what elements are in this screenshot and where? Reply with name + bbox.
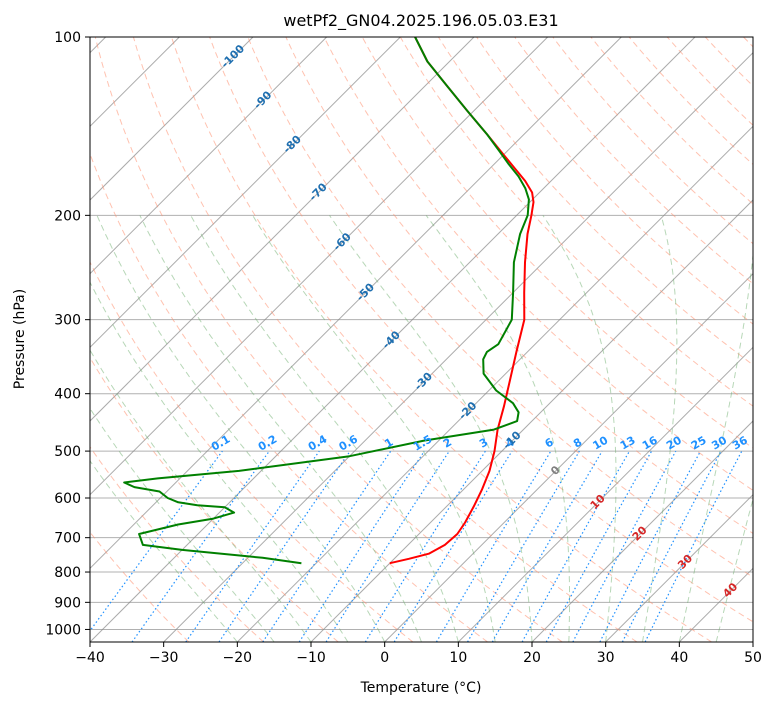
y-tick-label: 800: [54, 565, 81, 581]
x-tick-label: −30: [149, 650, 179, 666]
y-tick-label: 400: [54, 387, 81, 403]
mixing-ratio-line: [298, 450, 425, 642]
y-axis: 100 200 300 400 500 600 700 800 900 1000: [45, 30, 90, 638]
dry-adiabat: [90, 260, 414, 642]
y-tick-label: 600: [54, 491, 81, 507]
isotherm-line: [90, 37, 622, 570]
isotherm-line: [236, 125, 753, 642]
isotherm-line: [163, 51, 753, 642]
moist-adiabat: [678, 250, 753, 642]
y-tick-label: 200: [54, 208, 81, 224]
isotherm-line: [90, 37, 549, 496]
dry-adiabat: [171, 37, 712, 642]
dry-adiabat: [476, 37, 753, 325]
dry-adiabat: [323, 37, 753, 491]
mixing-ratio-line: [572, 450, 677, 642]
dry-adiabat: [94, 37, 563, 642]
x-tick-label: −40: [75, 650, 105, 666]
y-tick-label: 100: [54, 30, 81, 46]
isotherm-line: [531, 420, 753, 642]
isotherm-line: [90, 37, 696, 642]
y-tick-label: 900: [54, 595, 81, 611]
background-lines: [90, 37, 753, 642]
x-tick-label: 40: [670, 650, 688, 666]
moist-adiabat: [542, 215, 617, 642]
y-tick-label: 300: [54, 313, 81, 329]
moist-adiabat: [90, 349, 312, 642]
dry-adiabat: [209, 37, 753, 623]
moist-adiabat: [252, 215, 496, 642]
x-tick-label: 50: [744, 650, 762, 666]
dry-adiabat: [90, 446, 264, 642]
dry-adiabat: [285, 37, 753, 535]
dry-adiabat: [247, 37, 753, 578]
mixing-ratio-line: [644, 450, 743, 642]
grid-lines: [90, 37, 753, 642]
isotherm-line: [457, 346, 753, 642]
mixing-ratio-line: [218, 450, 351, 642]
plot-frame: [89, 36, 754, 643]
x-axis-title: Temperature (°C): [360, 680, 482, 696]
moist-adiabat: [90, 407, 275, 642]
moist-adiabat: [90, 459, 238, 642]
moist-adiabat: [96, 215, 386, 642]
isotherm-line: [90, 37, 254, 201]
isotherm-line: [605, 493, 753, 642]
x-tick-label: 30: [597, 650, 615, 666]
y-axis-title: Pressure (hPa): [12, 289, 28, 389]
moist-adiabat: [139, 215, 422, 642]
dry-adiabat: [132, 37, 638, 642]
dry-adiabat: [514, 37, 753, 285]
isotherm-line: [90, 37, 328, 275]
mixing-ratio-line: [545, 450, 653, 642]
x-tick-label: 0: [380, 650, 389, 666]
dry-adiabat: [90, 356, 339, 642]
x-tick-label: −20: [223, 650, 253, 666]
mixing-ratio-line: [131, 450, 270, 642]
mixing-ratio-line: [262, 450, 392, 642]
x-tick-label: 10: [449, 650, 467, 666]
chart-title: wetPf2_GN04.2025.196.05.03.E31: [283, 11, 558, 31]
moist-adiabat: [329, 215, 533, 642]
isotherm-line: [90, 37, 475, 422]
dewpoint-profile: [123, 37, 530, 565]
mixing-ratio-line: [521, 450, 631, 642]
y-tick-label: 700: [54, 531, 81, 547]
mixing-ratio-line: [393, 450, 513, 642]
isotherm-line: [90, 37, 401, 349]
profile-lines: [123, 37, 535, 565]
moist-adiabat: [642, 215, 678, 642]
y-tick-label: 1000: [45, 622, 81, 638]
y-tick-label: 500: [54, 444, 81, 460]
x-axis: −40 −30 −20 −10 0 10 20 30 40 50: [75, 642, 762, 666]
mixing-ratio-line: [185, 450, 320, 642]
moist-adiabat: [190, 215, 459, 642]
isotherm-line: [384, 272, 753, 642]
mixing-ratio-line: [90, 450, 223, 632]
mixing-ratio-line: [325, 450, 450, 642]
moist-adiabat: [425, 215, 570, 642]
x-tick-label: −10: [296, 650, 326, 666]
x-tick-label: 20: [523, 650, 541, 666]
